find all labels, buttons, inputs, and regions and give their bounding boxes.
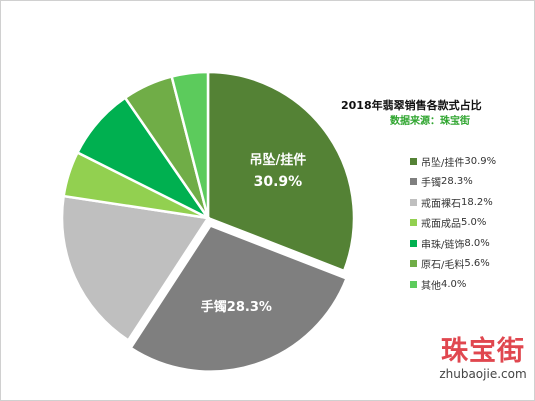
- watermark-logo: 珠宝街 zhubaojie.com: [433, 336, 533, 382]
- legend-label: 串珠/链饰: [421, 239, 465, 251]
- pie-slice-7: [170, 70, 210, 219]
- legend-swatch: [410, 198, 417, 206]
- legend-swatch: [410, 178, 417, 186]
- legend-swatch: [410, 219, 417, 227]
- legend-label: 手镯: [421, 178, 441, 190]
- pie-slice-2-label: 手镯28.3%: [201, 299, 272, 315]
- legend-value: 5.0%: [461, 217, 487, 229]
- legend-label: 原石/毛料: [421, 260, 465, 272]
- legend-value: 8.0%: [464, 237, 490, 249]
- legend-swatch: [410, 260, 417, 268]
- legend-label: 戒面裸石: [421, 198, 461, 210]
- legend-item-3: 戒面裸石 18.2%: [410, 192, 496, 213]
- legend-swatch: [410, 280, 417, 288]
- legend-value: 5.6%: [464, 258, 490, 270]
- legend-item-6: 原石/毛料 5.6%: [410, 254, 496, 275]
- legend-item-5: 串珠/链饰 8.0%: [410, 233, 496, 254]
- legend-item-7: 其他 4.0%: [410, 274, 496, 295]
- legend-item-1: 吊坠/挂件 30.9%: [410, 151, 496, 172]
- legend-swatch: [410, 157, 417, 165]
- chart-subtitle: 数据来源：珠宝街: [390, 116, 470, 127]
- pie-slice-1: [206, 70, 356, 273]
- watermark-domain: zhubaojie.com: [439, 367, 527, 381]
- legend-value: 28.3%: [441, 176, 473, 188]
- legend-item-2: 手镯 28.3%: [410, 172, 496, 193]
- pie-slice-1-label: 吊坠/挂件: [250, 152, 307, 168]
- pie-slice-2: [128, 224, 349, 373]
- legend-label: 戒面成品: [421, 219, 461, 231]
- chart-legend: 吊坠/挂件 30.9% 手镯 28.3% 戒面裸石 18.2% 戒面成品 5.0% 串珠/链饰 8…: [410, 151, 496, 295]
- legend-label: 吊坠/挂件: [421, 157, 465, 169]
- legend-swatch: [410, 239, 417, 247]
- watermark-brand: 珠宝街: [441, 336, 525, 367]
- legend-value: 30.9%: [464, 155, 497, 167]
- legend-item-4: 戒面成品 5.0%: [410, 213, 496, 234]
- legend-value: 18.2%: [461, 196, 493, 208]
- pie-slice-1-value: 30.9%: [254, 174, 303, 190]
- legend-label: 其他: [421, 280, 441, 292]
- pie-slice-3: [60, 194, 211, 343]
- chart-title: 2018年翡翠销售各款式占比: [341, 99, 482, 112]
- legend-value: 4.0%: [441, 278, 467, 290]
